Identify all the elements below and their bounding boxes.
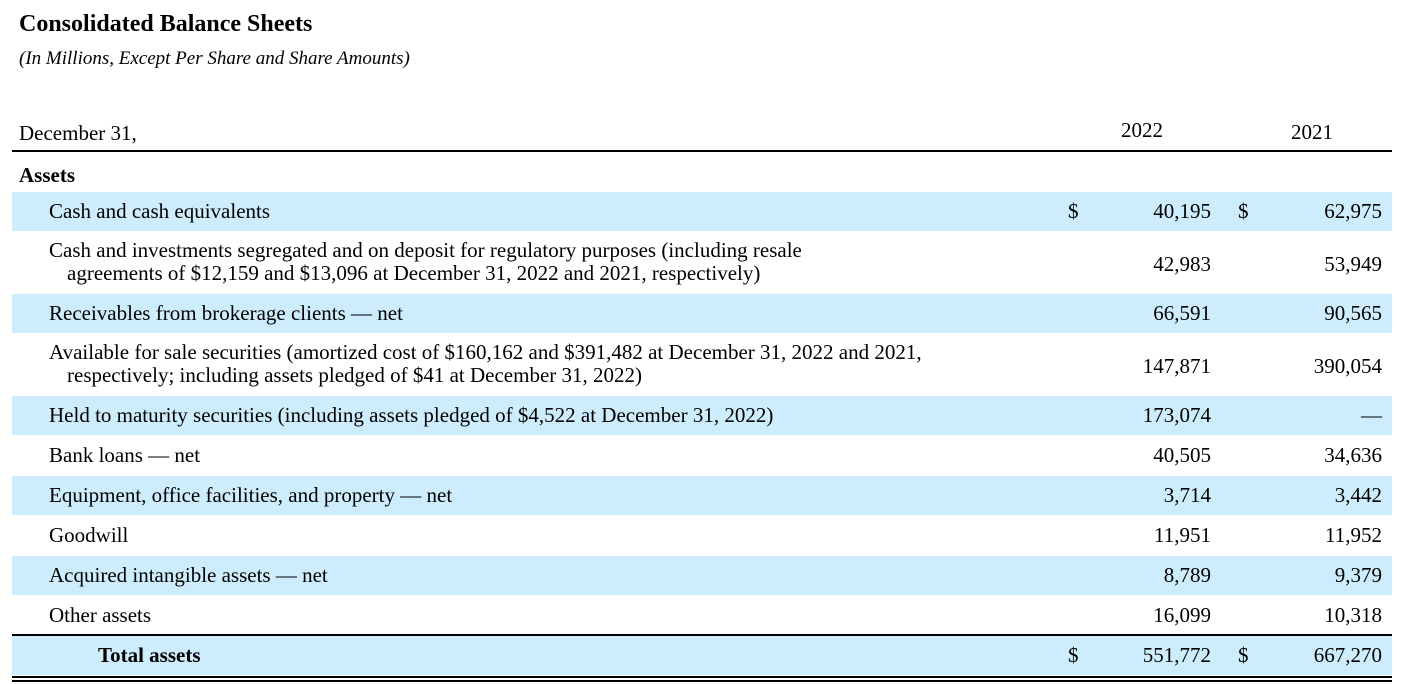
row-background <box>12 636 1392 675</box>
row-background <box>12 476 1392 515</box>
row-label: Cash and cash equivalents <box>49 199 271 223</box>
section-label: Assets <box>19 163 75 187</box>
double-rule <box>12 676 1392 678</box>
currency-marker: $ <box>1238 199 1249 223</box>
row-label: Bank loans — net <box>49 443 201 467</box>
row-value: 40,505 <box>1153 443 1211 467</box>
row-background <box>12 556 1392 595</box>
row-value: 16,099 <box>1153 603 1211 627</box>
row-value: 390,054 <box>1313 354 1382 378</box>
column-header: 2022 <box>1121 118 1163 142</box>
subtitle: (In Millions, Except Per Share and Share… <box>19 48 410 69</box>
row-value: 11,952 <box>1325 523 1382 547</box>
column-header: December 31, <box>19 121 137 145</box>
title: Consolidated Balance Sheets <box>19 11 313 37</box>
row-label: Acquired intangible assets — net <box>49 563 328 587</box>
row-label: Held to maturity securities (including a… <box>49 403 774 427</box>
row-label: agreements of $12,159 and $13,096 at Dec… <box>67 261 761 285</box>
row-value: 3,442 <box>1334 483 1382 507</box>
row-label: Cash and investments segregated and on d… <box>49 238 802 262</box>
row-label: Total assets <box>98 643 201 667</box>
row-label: Available for sale securities (amortized… <box>49 340 922 364</box>
row-value: 173,074 <box>1142 403 1211 427</box>
currency-marker: $ <box>1068 199 1079 223</box>
currency-marker: $ <box>1068 643 1079 667</box>
row-value: 53,949 <box>1324 252 1382 276</box>
row-value: 40,195 <box>1153 199 1211 223</box>
row-value: 551,772 <box>1142 643 1211 667</box>
row-value: 8,789 <box>1163 563 1211 587</box>
row-value: 34,636 <box>1324 443 1382 467</box>
header-rule <box>12 150 1392 152</box>
column-header: 2021 <box>1291 120 1333 144</box>
row-label: Goodwill <box>49 523 129 547</box>
double-rule <box>12 680 1392 682</box>
row-value: 3,714 <box>1163 483 1211 507</box>
row-value: 66,591 <box>1153 301 1211 325</box>
row-value: 90,565 <box>1324 301 1382 325</box>
row-value: — <box>1361 403 1382 427</box>
row-value: 11,951 <box>1154 523 1211 547</box>
total-rule <box>12 634 1392 636</box>
row-value: 9,379 <box>1334 563 1382 587</box>
row-background <box>12 294 1392 333</box>
row-background <box>12 192 1392 231</box>
row-label: Equipment, office facilities, and proper… <box>49 483 453 507</box>
row-label: respectively; including assets pledged o… <box>67 363 642 387</box>
row-value: 147,871 <box>1142 354 1211 378</box>
row-value: 62,975 <box>1324 199 1382 223</box>
row-value: 667,270 <box>1313 643 1382 667</box>
row-label: Receivables from brokerage clients — net <box>49 301 403 325</box>
row-background <box>12 396 1392 435</box>
row-value: 10,318 <box>1324 603 1382 627</box>
currency-marker: $ <box>1238 643 1249 667</box>
row-value: 42,983 <box>1153 252 1211 276</box>
row-label: Other assets <box>49 603 152 627</box>
